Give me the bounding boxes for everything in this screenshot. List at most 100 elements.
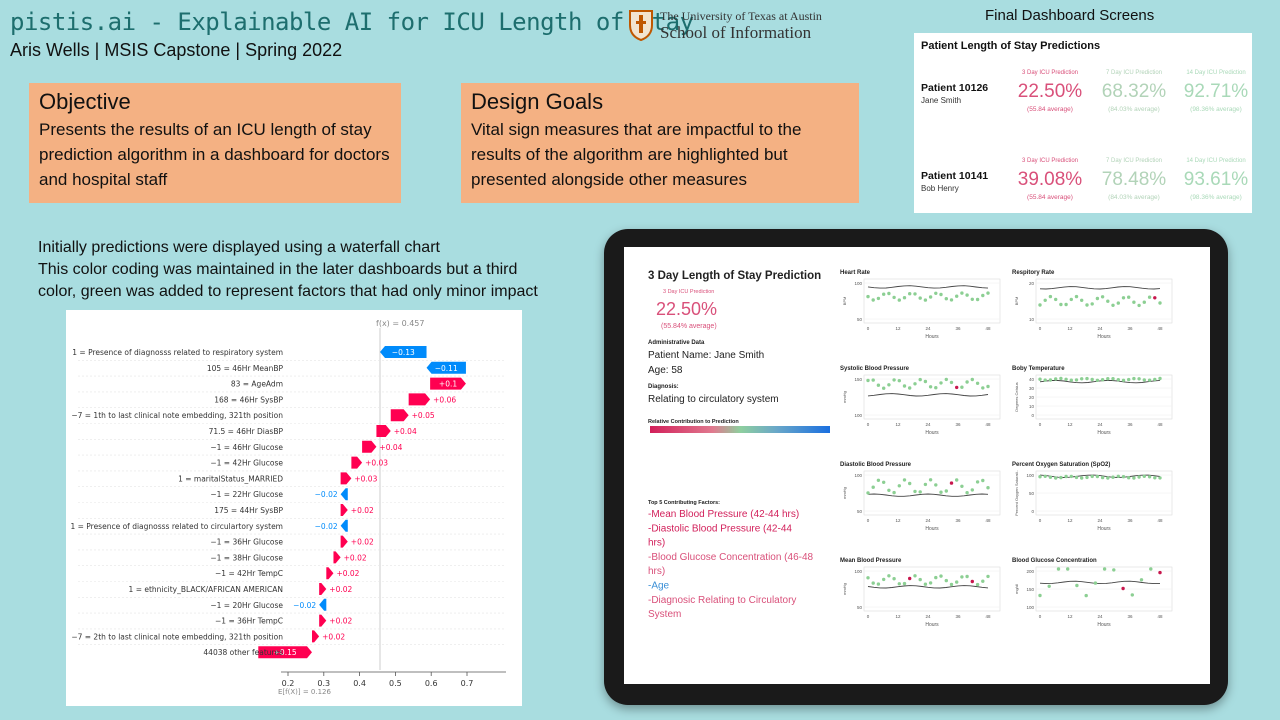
- x-tick-label: 0.3: [317, 679, 330, 688]
- bar-value-label: +0.1: [439, 380, 457, 389]
- data-point: [965, 491, 969, 495]
- average-label: (84.03% average): [1108, 106, 1160, 113]
- contributing-factor: -Diagnosic Relating to Circulatory: [648, 595, 796, 606]
- trend-line: [867, 285, 989, 289]
- data-point: [965, 574, 969, 579]
- x-tick-label: 24: [925, 326, 931, 331]
- data-point: [960, 575, 964, 579]
- data-point: [1085, 475, 1089, 480]
- data-point: [1106, 377, 1110, 381]
- data-point: [960, 385, 964, 389]
- data-point: [981, 293, 985, 298]
- data-point: [965, 380, 969, 384]
- data-point: [949, 481, 954, 485]
- column-header: 3 Day ICU Prediction: [1022, 70, 1078, 76]
- data-point: [1102, 567, 1107, 571]
- prediction-label: 3 Day ICU Prediction: [663, 289, 714, 295]
- data-point: [1121, 378, 1126, 382]
- data-point: [882, 292, 886, 296]
- final-screens-svg: Patient Length of Stay Predictions 3 Day …: [921, 40, 1248, 201]
- page-title: pistis.ai - Explainable AI for ICU Lengt…: [10, 8, 694, 36]
- data-point: [928, 581, 933, 585]
- logo-line-2: School of Information: [660, 22, 812, 42]
- diagnosis-heading: Diagnosis:: [648, 384, 679, 390]
- prediction-value: 78.48%: [1102, 169, 1167, 190]
- contributing-factor: -Blood Glucose Concentration (46-48: [648, 552, 814, 563]
- bar-value-label: +0.02: [329, 585, 352, 594]
- contrib-label: Relative Contribution to Prediction: [648, 419, 739, 425]
- x-tick-label: 12: [1067, 518, 1073, 523]
- design-goals-box: Design Goals Vital sign measures that ar…: [461, 83, 859, 203]
- waterfall-bar: [430, 377, 466, 390]
- data-point: [1116, 301, 1120, 305]
- data-point: [1069, 297, 1073, 302]
- data-point: [1127, 476, 1131, 480]
- data-point: [949, 380, 954, 385]
- contributing-factor: -Mean Blood Pressure (42-44 hrs): [648, 509, 799, 520]
- logo-line-1: The University of Texas at Austin: [660, 8, 822, 23]
- bar-value-label: +0.02: [351, 538, 374, 547]
- bar-value-label: −0.11: [435, 364, 458, 373]
- x-tick-label: 36: [1127, 614, 1133, 619]
- x-tick-label: 36: [1127, 326, 1133, 331]
- y-tick-label: 100: [1026, 605, 1034, 610]
- data-point: [1047, 584, 1051, 588]
- y-tick-label: 20: [1029, 395, 1035, 400]
- data-point: [892, 295, 896, 300]
- data-point: [1158, 376, 1162, 381]
- data-point: [902, 384, 907, 388]
- chart-title: Heart Rate: [840, 270, 871, 276]
- x-tick-label: 0: [1039, 518, 1042, 523]
- data-point: [939, 574, 943, 578]
- x-tick-label: 0.7: [461, 679, 474, 688]
- feature-label: −7 = 1th to last clinical note embedding…: [71, 411, 283, 420]
- prediction-value: 68.32%: [1102, 81, 1167, 102]
- data-point: [1132, 376, 1136, 381]
- x-axis-label: Hours: [1097, 622, 1111, 628]
- bar-value-label: +0.04: [394, 427, 417, 436]
- data-point: [955, 580, 959, 584]
- data-point: [986, 574, 990, 579]
- feature-label: 71.5 = 46Hr DiasBP: [209, 427, 284, 436]
- feature-label: −1 = 42Hr Glucose: [210, 459, 283, 468]
- data-point: [887, 574, 891, 578]
- waterfall-bar: [408, 393, 431, 406]
- data-point: [892, 577, 896, 581]
- waterfall-bar: [319, 583, 327, 595]
- design-goals-heading: Design Goals: [471, 89, 604, 114]
- data-point: [1074, 294, 1079, 299]
- data-point: [939, 490, 943, 494]
- data-point: [1121, 296, 1126, 300]
- feature-label: 1 = Presence of diagnosss related to cir…: [70, 522, 283, 531]
- data-point: [1074, 475, 1079, 480]
- data-point: [866, 378, 870, 383]
- data-point: [1059, 475, 1063, 480]
- data-point: [1158, 476, 1162, 480]
- data-point: [1127, 377, 1131, 382]
- data-point: [871, 298, 875, 302]
- data-point: [866, 294, 870, 299]
- data-point: [923, 582, 928, 586]
- chart-title: Percent Oxygen Saturation (SpO2): [1012, 462, 1110, 468]
- bar-value-label: +0.15: [274, 648, 297, 657]
- feature-label: 105 = 46Hr MeanBP: [207, 364, 284, 373]
- y-tick-label: 0: [1031, 509, 1034, 514]
- data-point: [1048, 378, 1053, 382]
- dashboard-title: 3 Day Length of Stay Prediction: [648, 270, 821, 282]
- waterfall-bar: [390, 409, 409, 422]
- data-point: [897, 298, 901, 302]
- data-point: [944, 377, 948, 382]
- data-point: [1064, 302, 1068, 307]
- data-point: [1085, 376, 1089, 381]
- patient-name: Jane Smith: [921, 96, 961, 105]
- x-tick-label: 12: [1067, 326, 1073, 331]
- average-label: (84.03% average): [1108, 194, 1160, 201]
- data-point: [1130, 593, 1134, 597]
- data-point: [1095, 296, 1100, 301]
- waterfall-bar: [333, 551, 341, 564]
- data-point: [1106, 476, 1110, 480]
- trend-line: [867, 393, 989, 397]
- bar-value-label: +0.06: [433, 395, 456, 404]
- data-point: [934, 291, 938, 295]
- data-point: [1116, 474, 1120, 478]
